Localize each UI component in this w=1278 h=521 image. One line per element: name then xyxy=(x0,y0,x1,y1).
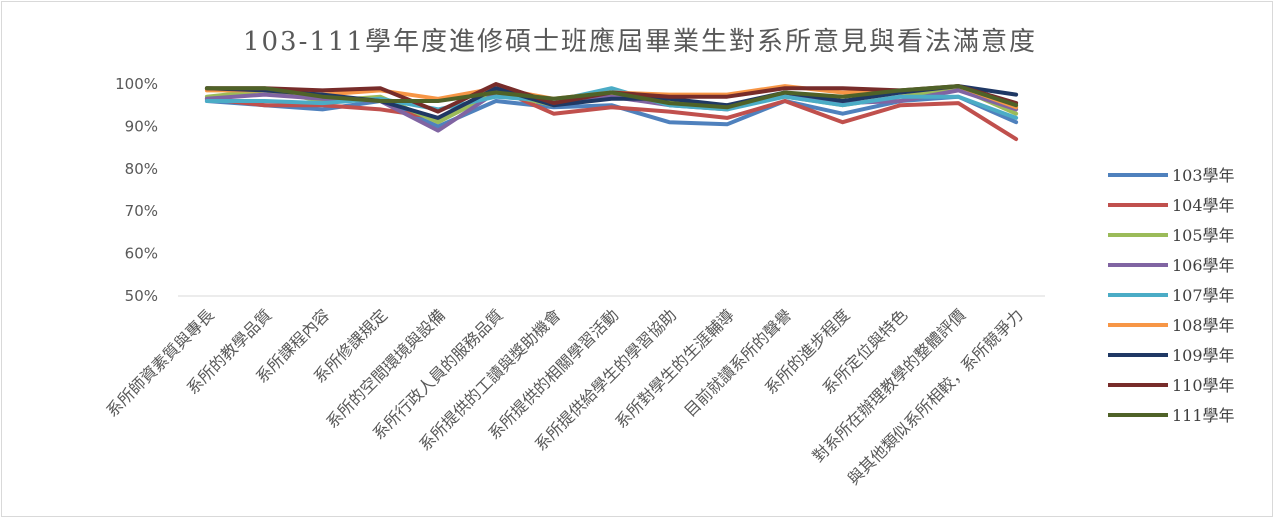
x-category-label: 系所師資素質與專長 xyxy=(102,305,217,420)
legend-label: 110學年 xyxy=(1172,376,1235,395)
series-line xyxy=(204,86,1019,120)
y-tick-label: 70% xyxy=(125,202,158,220)
legend-label: 109學年 xyxy=(1172,346,1235,365)
legend-label: 111學年 xyxy=(1172,406,1235,425)
legend-label: 104學年 xyxy=(1172,196,1235,215)
series-line xyxy=(204,86,1019,142)
x-axis-labels: 系所師資素質與專長系所的教學品質系所課程內容系所修課規定系所的空間環境與設備系所… xyxy=(102,305,1026,488)
y-axis-ticks: 50% 60% 70% 80% 90% 100% xyxy=(115,75,158,305)
chart-title: 103-111學年度進修碩士班應屆畢業生對系所意見與看法滿意度 xyxy=(243,27,1037,57)
series-line xyxy=(204,84,1019,110)
legend-label: 108學年 xyxy=(1172,316,1235,335)
y-tick-label: 60% xyxy=(125,245,158,263)
legend: 103學年 104學年 105學年 106學年 107學年 108學年 109學年 110學年… xyxy=(1108,166,1235,425)
legend-label: 107學年 xyxy=(1172,286,1235,305)
y-tick-label: 90% xyxy=(125,117,158,135)
series-lines xyxy=(204,82,1019,142)
legend-label: 105學年 xyxy=(1172,226,1235,245)
legend-label: 103學年 xyxy=(1172,166,1235,185)
legend-label: 106學年 xyxy=(1172,256,1235,275)
x-category-label: 目前就讀系所的聲譽 xyxy=(680,305,795,420)
y-tick-label: 50% xyxy=(125,287,158,305)
y-tick-label: 100% xyxy=(115,75,158,93)
y-tick-label: 80% xyxy=(125,160,158,178)
